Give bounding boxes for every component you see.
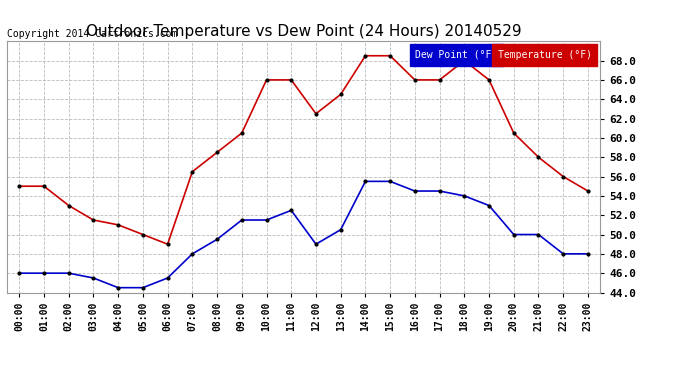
Legend: Dew Point (°F), Temperature (°F): Dew Point (°F), Temperature (°F) — [411, 46, 595, 64]
Title: Outdoor Temperature vs Dew Point (24 Hours) 20140529: Outdoor Temperature vs Dew Point (24 Hou… — [86, 24, 522, 39]
Text: Copyright 2014 Cartronics.com: Copyright 2014 Cartronics.com — [7, 29, 177, 39]
